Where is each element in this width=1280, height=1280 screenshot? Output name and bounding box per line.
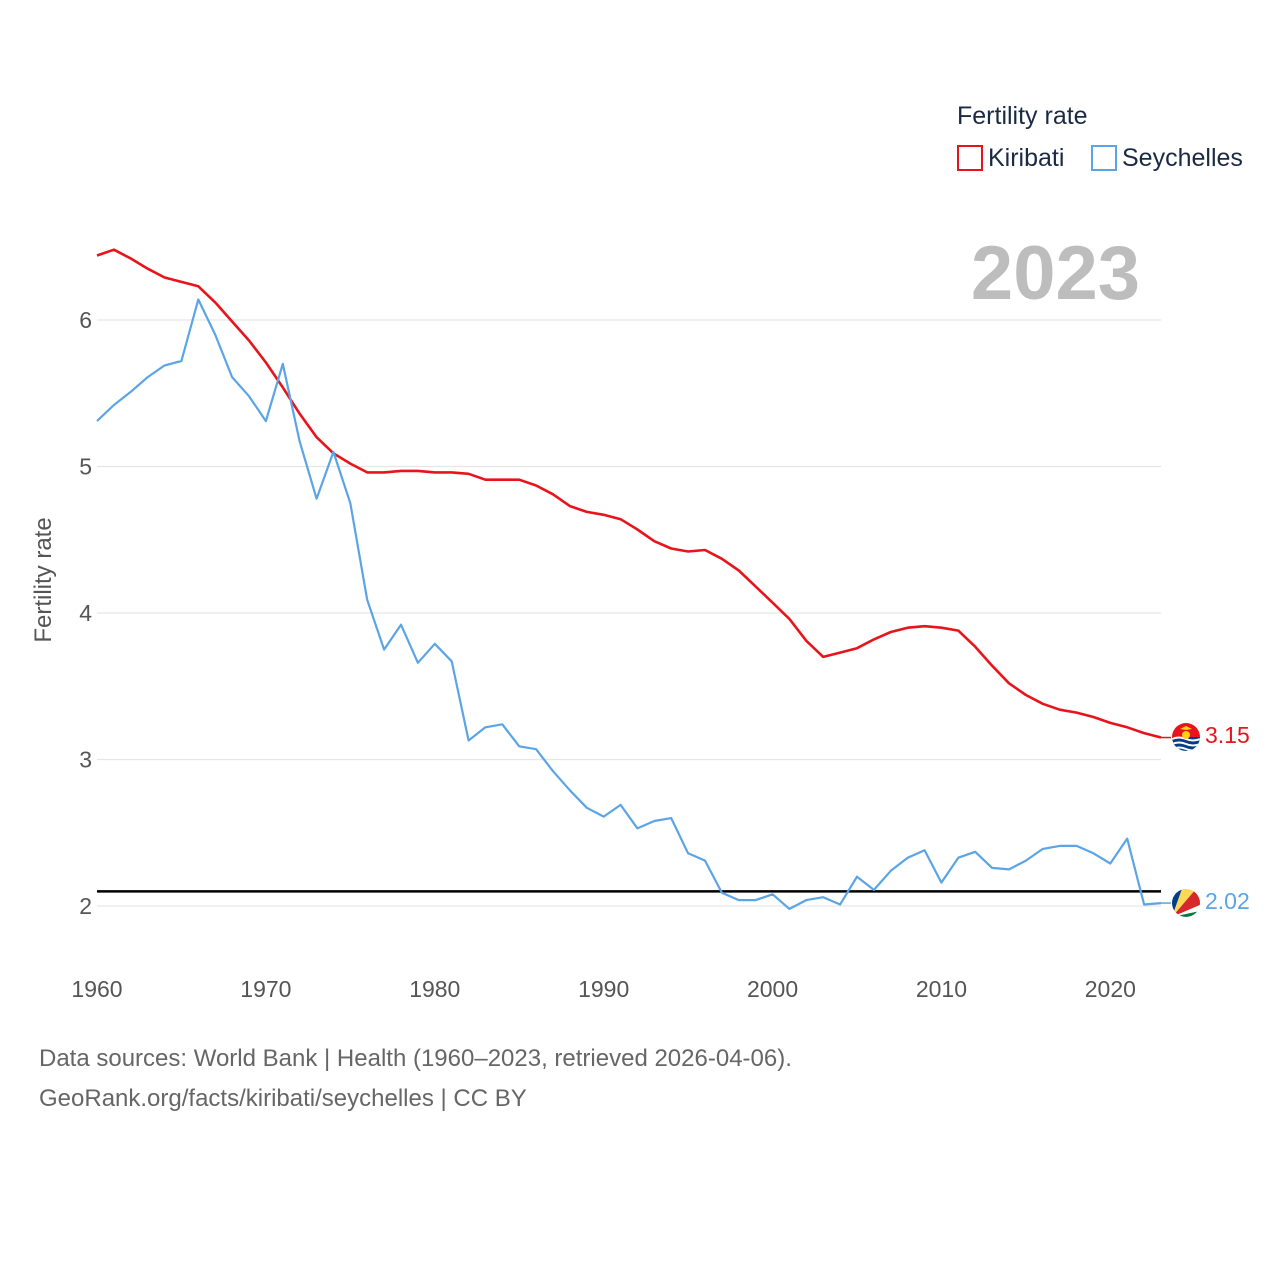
x-tick-label-1970: 1970 xyxy=(240,976,291,1002)
series-line-seychelles[interactable] xyxy=(96,298,1162,910)
x-tick-label-1960: 1960 xyxy=(71,976,122,1002)
x-tick-label-2010: 2010 xyxy=(916,976,967,1002)
end-label-kiribati: 3.15 xyxy=(1205,722,1250,748)
y-tick-label-4: 4 xyxy=(79,600,92,626)
footer-source: Data sources: World Bank | Health (1960–… xyxy=(39,1045,792,1072)
legend-swatch-kiribati xyxy=(957,145,983,171)
seychelles-flag-icon xyxy=(1172,889,1200,917)
y-axis-title: Fertility rate xyxy=(30,517,57,642)
y-tick-label-3: 3 xyxy=(79,747,92,773)
x-tick-label-1990: 1990 xyxy=(578,976,629,1002)
legend-title: Fertility rate xyxy=(957,102,1088,130)
y-tick-label-5: 5 xyxy=(79,454,92,480)
legend-swatch-seychelles xyxy=(1091,145,1117,171)
y-axis-ticks: 2 3 4 5 6 xyxy=(79,307,92,919)
series-line-kiribati[interactable] xyxy=(96,248,1162,739)
legend-label-kiribati: Kiribati xyxy=(988,144,1064,172)
series-lines xyxy=(96,248,1171,910)
legend-item-kiribati[interactable]: Kiribati xyxy=(957,144,1064,172)
x-tick-label-1980: 1980 xyxy=(409,976,460,1002)
y-tick-label-2: 2 xyxy=(79,893,92,919)
end-label-seychelles: 2.02 xyxy=(1205,888,1250,914)
y-tick-label-6: 6 xyxy=(79,307,92,333)
gridlines xyxy=(97,319,1161,907)
legend: Fertility rate Kiribati Seychelles xyxy=(957,102,1243,172)
x-tick-label-2000: 2000 xyxy=(747,976,798,1002)
footer-link[interactable]: GeoRank.org/facts/kiribati/seychelles | … xyxy=(39,1085,527,1112)
kiribati-flag-icon xyxy=(1172,723,1200,751)
x-tick-label-2020: 2020 xyxy=(1085,976,1136,1002)
year-label: 2023 xyxy=(971,231,1140,316)
legend-label-seychelles: Seychelles xyxy=(1122,144,1243,172)
legend-item-seychelles[interactable]: Seychelles xyxy=(1091,144,1243,172)
x-axis-ticks: 1960 1970 1980 1990 2000 2010 2020 xyxy=(71,976,1136,1002)
